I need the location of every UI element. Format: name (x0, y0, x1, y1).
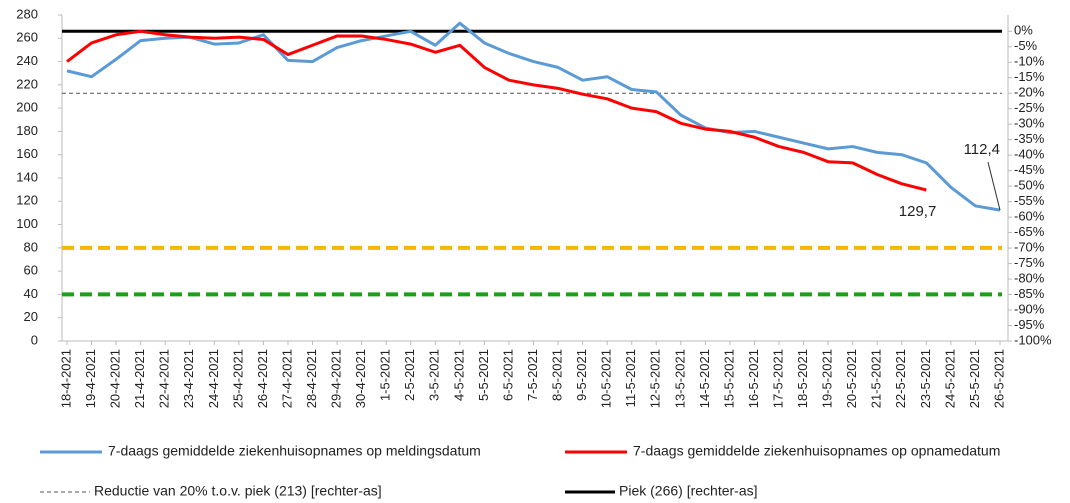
series-line (66, 29, 927, 192)
legend-label: 7-daags gemiddelde ziekenhuisopnames op … (633, 443, 1000, 459)
y-tick-label: 240 (16, 53, 38, 68)
series-line (66, 21, 1001, 212)
y2-tick-label: -45% (1014, 162, 1045, 177)
y2-tick-label: -60% (1014, 209, 1045, 224)
y-tick-label: 40 (24, 286, 38, 301)
y2-tick-label: 0% (1014, 23, 1033, 38)
y2-tick-label: -75% (1014, 255, 1045, 270)
y-tick-label: 100 (16, 216, 38, 231)
y2-tick-label: -25% (1014, 100, 1045, 115)
y2-tick-label: -85% (1014, 286, 1045, 301)
x-tick-label: 19-4-2021 (83, 349, 98, 408)
x-tick-label: 24-4-2021 (206, 349, 221, 408)
x-tick-label: 16-5-2021 (746, 349, 761, 408)
x-tick-label: 29-4-2021 (329, 349, 344, 408)
y2-tick-label: -80% (1014, 270, 1045, 285)
y2-tick-label: -70% (1014, 240, 1045, 255)
x-tick-label: 7-5-2021 (525, 349, 540, 401)
y2-tick-label: -100% (1014, 332, 1052, 347)
x-tick-label: 24-5-2021 (942, 349, 957, 408)
y-tick-label: 280 (16, 6, 38, 21)
x-tick-label: 12-5-2021 (648, 349, 663, 408)
y2-tick-label: -35% (1014, 131, 1045, 146)
data-label: 112,4 (964, 141, 1000, 158)
x-tick-label: 3-5-2021 (427, 349, 442, 401)
x-tick-label: 5-5-2021 (476, 349, 491, 401)
y-tick-label: 140 (16, 169, 38, 184)
x-tick-label: 26-5-2021 (991, 349, 1006, 408)
y-tick-label: 260 (16, 30, 38, 45)
x-tick-label: 30-4-2021 (353, 349, 368, 408)
x-tick-label: 21-5-2021 (869, 349, 884, 408)
legend-label: Reductie van 20% t.o.v. piek (213) [rech… (94, 483, 382, 499)
y-tick-label: 220 (16, 76, 38, 91)
y2-tick-label: -30% (1014, 116, 1045, 131)
x-tick-label: 15-5-2021 (721, 349, 736, 408)
y-tick-label: 120 (16, 193, 38, 208)
x-tick-label: 23-4-2021 (181, 349, 196, 408)
y2-tick-label: -50% (1014, 178, 1045, 193)
y2-tick-label: -40% (1014, 147, 1045, 162)
y2-tick-label: -90% (1014, 301, 1045, 316)
x-tick-label: 4-5-2021 (451, 349, 466, 401)
x-tick-label: 18-4-2021 (58, 349, 73, 408)
x-tick-label: 20-4-2021 (108, 349, 123, 408)
x-tick-label: 20-5-2021 (844, 349, 859, 408)
y2-tick-label: -20% (1014, 85, 1045, 100)
y-tick-label: 60 (24, 263, 38, 278)
x-tick-label: 19-5-2021 (820, 349, 835, 408)
y-tick-label: 200 (16, 100, 38, 115)
y2-tick-label: -65% (1014, 224, 1045, 239)
x-tick-label: 25-5-2021 (967, 349, 982, 408)
legend-label: 7-daags gemiddelde ziekenhuisopnames op … (108, 443, 481, 459)
x-tick-label: 28-4-2021 (304, 349, 319, 408)
x-tick-label: 11-5-2021 (623, 349, 638, 407)
x-tick-label: 14-5-2021 (697, 349, 712, 408)
x-tick-label: 26-4-2021 (255, 349, 270, 408)
x-tick-label: 25-4-2021 (230, 349, 245, 408)
y-tick-label: 80 (24, 239, 38, 254)
x-tick-label: 21-4-2021 (132, 349, 147, 408)
x-tick-label: 10-5-2021 (599, 349, 614, 408)
leader-line (987, 162, 1001, 211)
x-tick-label: 23-5-2021 (918, 349, 933, 408)
x-tick-label: 1-5-2021 (378, 349, 393, 401)
y-tick-label: 180 (16, 123, 38, 138)
x-tick-label: 8-5-2021 (549, 349, 564, 401)
y2-tick-label: -10% (1014, 54, 1045, 69)
x-tick-label: 2-5-2021 (402, 349, 417, 401)
x-tick-label: 27-4-2021 (279, 349, 294, 408)
data-label: 129,7 (899, 203, 937, 220)
x-tick-label: 22-4-2021 (157, 349, 172, 408)
x-tick-label: 22-5-2021 (893, 349, 908, 408)
x-tick-label: 13-5-2021 (672, 349, 687, 408)
y2-tick-label: -15% (1014, 69, 1045, 84)
y2-tick-label: -5% (1014, 38, 1038, 53)
y-tick-label: 0 (31, 332, 38, 347)
x-tick-label: 18-5-2021 (795, 349, 810, 408)
y2-tick-label: -55% (1014, 193, 1045, 208)
y-tick-label: 20 (24, 309, 38, 324)
legend-label: Piek (266) [rechter-as] (619, 483, 758, 499)
y-tick-label: 160 (16, 146, 38, 161)
y2-tick-label: -95% (1014, 317, 1045, 332)
x-tick-label: 9-5-2021 (574, 349, 589, 401)
x-tick-label: 6-5-2021 (500, 349, 515, 401)
x-tick-label: 17-5-2021 (770, 349, 785, 408)
